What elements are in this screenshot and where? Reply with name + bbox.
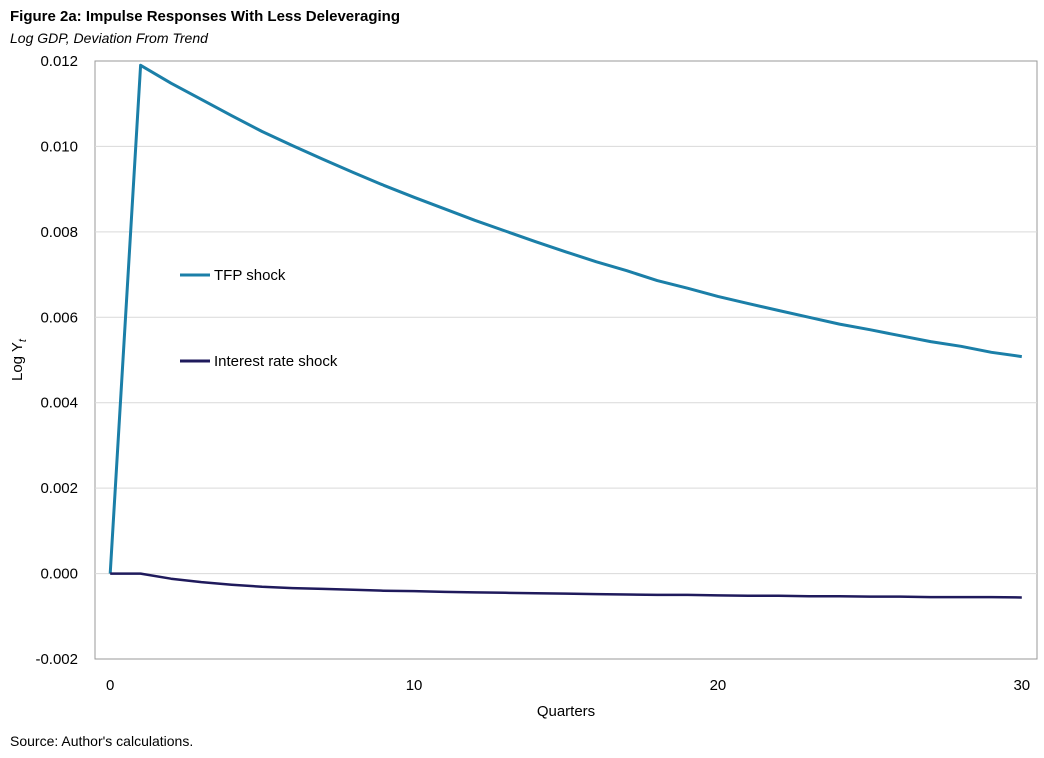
y-tick-label: 0.004 [40, 395, 78, 412]
series-lines [108, 63, 1023, 599]
x-tick-label: 30 [1013, 677, 1030, 694]
y-tick-labels: -0.002 0.000 0.002 0.004 0.006 0.008 0.010 0.01… [35, 53, 78, 668]
y-tick-label: -0.002 [35, 651, 78, 668]
legend: TFP shock Interest rate shock [180, 267, 338, 370]
legend-label: Interest rate shock [214, 353, 338, 370]
source-note: Source: Author's calculations. [10, 733, 194, 749]
y-tick-label: 0.002 [40, 480, 78, 497]
legend-label: TFP shock [214, 267, 286, 284]
x-tick-labels: 0 10 20 30 [106, 677, 1030, 694]
y-tick-label: 0.006 [40, 309, 78, 326]
y-axis-label-subscript: t [17, 338, 29, 342]
x-tick-label: 10 [406, 677, 423, 694]
chart-subtitle: Log GDP, Deviation From Trend [10, 30, 208, 46]
y-tick-label: 0.000 [40, 566, 78, 583]
y-tick-label: 0.008 [40, 224, 78, 241]
y-axis-label: Log Yt [9, 338, 29, 381]
series-line-interest-rate-shock [110, 572, 1022, 599]
plot-area-border [94, 60, 1038, 660]
x-axis-label: Quarters [537, 703, 595, 720]
x-tick-label: 0 [106, 677, 114, 694]
chart-title: Figure 2a: Impulse Responses With Less D… [10, 8, 400, 25]
x-tick-label: 20 [710, 677, 727, 694]
y-tick-label: 0.010 [40, 138, 78, 155]
gridlines [95, 145, 1037, 575]
series-line-tfp-shock [108, 63, 1023, 574]
y-axis-label-main: Log Y [9, 342, 26, 381]
y-tick-label: 0.012 [40, 53, 78, 70]
